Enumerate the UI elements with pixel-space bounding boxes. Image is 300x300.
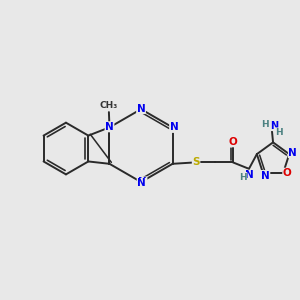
Text: N: N bbox=[244, 170, 253, 180]
Text: CH₃: CH₃ bbox=[100, 101, 118, 110]
Text: N: N bbox=[137, 103, 146, 114]
Text: O: O bbox=[228, 137, 237, 147]
Text: N: N bbox=[105, 122, 114, 132]
Text: O: O bbox=[283, 168, 292, 178]
Text: H: H bbox=[275, 128, 283, 137]
Text: N: N bbox=[270, 121, 278, 130]
Text: N: N bbox=[138, 177, 147, 187]
Text: N: N bbox=[137, 178, 146, 188]
Text: H: H bbox=[261, 120, 269, 129]
Text: S: S bbox=[192, 157, 200, 167]
Text: N: N bbox=[170, 122, 178, 132]
Text: H: H bbox=[239, 172, 247, 182]
Text: N: N bbox=[288, 148, 297, 158]
Text: N: N bbox=[261, 170, 270, 181]
